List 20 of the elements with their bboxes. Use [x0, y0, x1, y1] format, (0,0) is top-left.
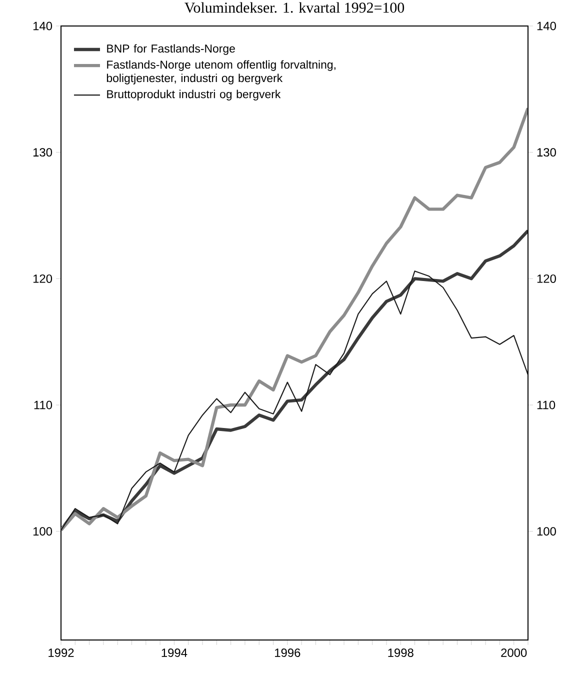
y2-tick-label: 130 — [537, 148, 556, 157]
legend-label: Fastlands-Norge utenom offentlig forvaltning, boligtjenester, industri og bergverk — [106, 60, 336, 84]
y2-tick-label: 140 — [537, 22, 556, 30]
x-tick-label: 1994 — [162, 648, 188, 657]
y-tick-label: 100 — [33, 527, 52, 536]
legend-label: BNP for Fastlands-Norge — [107, 44, 235, 55]
y2-tick-label: 100 — [537, 527, 556, 536]
y2-tick-label: 120 — [537, 274, 556, 283]
y-tick-label: 130 — [33, 148, 52, 157]
y-tick-label: 120 — [33, 274, 52, 283]
x-tick-label: 1996 — [275, 648, 300, 657]
y-tick-label: 110 — [34, 400, 52, 410]
x-tick-label: 1998 — [388, 648, 414, 657]
legend-label: Bruttoprodukt industri og bergverk — [107, 90, 281, 100]
y2-tick-label: 110 — [537, 400, 556, 410]
x-tick-label: 1992 — [48, 648, 74, 657]
line-series — [61, 106, 528, 532]
x-tick-label: 2000 — [501, 648, 527, 657]
chart-title: Volumindekser. 1. kvartal 1992=100 — [184, 2, 404, 13]
y-tick-label: 140 — [33, 22, 52, 30]
